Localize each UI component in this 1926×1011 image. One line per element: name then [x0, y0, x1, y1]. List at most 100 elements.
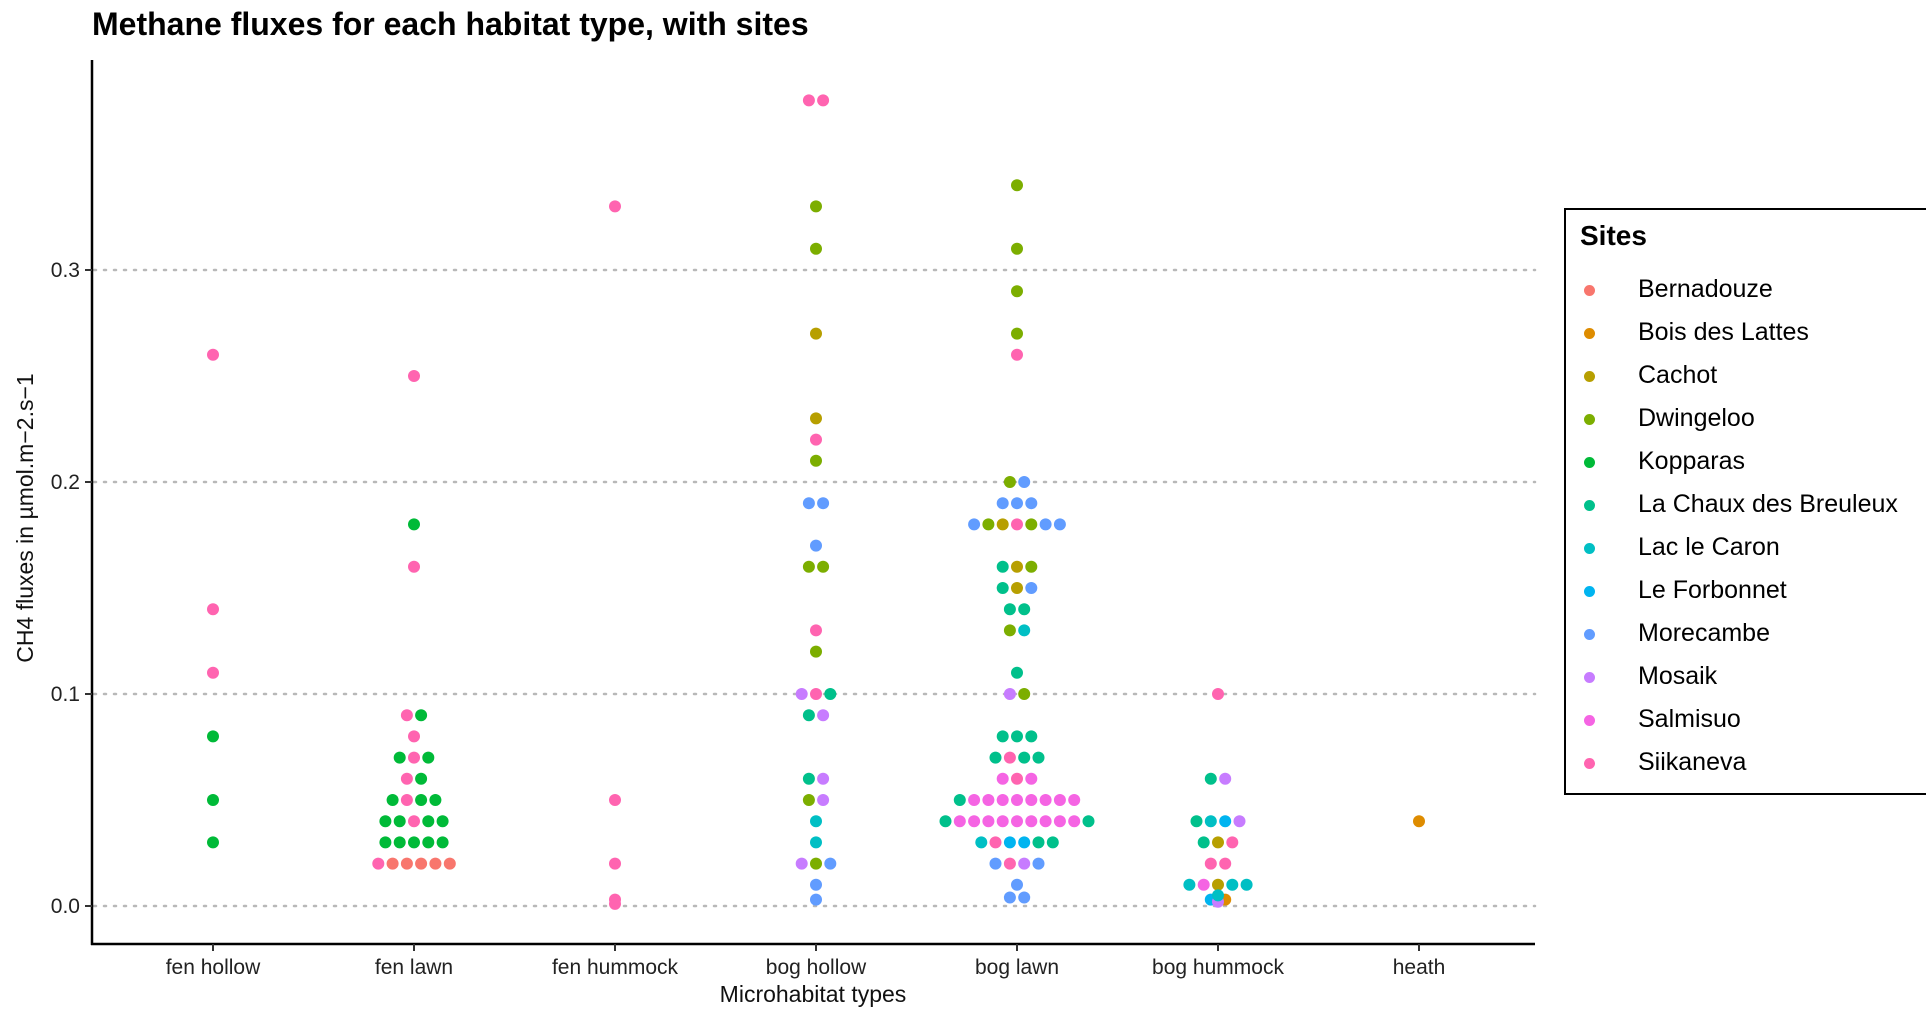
data-point-dwingeloo: [802, 794, 815, 806]
data-point-salmisuo: [968, 794, 981, 806]
legend-item-cachot: Cachot: [1566, 356, 1926, 396]
data-point-siikaneva: [372, 857, 385, 870]
data-point-salmisuo: [996, 794, 1009, 806]
data-point-siikaneva: [609, 794, 621, 806]
data-point-la-chaux-des-breuleux: [1032, 751, 1045, 764]
data-point-kopparas: [415, 709, 428, 722]
y-tick-label: 0.2: [51, 471, 80, 494]
data-point-cachot: [1212, 836, 1224, 849]
legend-item-lac-le-caron: Lac le Caron: [1566, 528, 1926, 568]
legend-swatch: [1584, 500, 1595, 511]
grid-lines: [92, 268, 1537, 908]
data-point-mosaik: [1233, 815, 1246, 828]
data-point-la-chaux-des-breuleux: [939, 815, 952, 828]
data-point-mosaik: [1003, 688, 1016, 700]
data-point-dwingeloo: [817, 560, 830, 573]
data-point-cachot: [810, 412, 822, 425]
data-point-siikaneva: [1212, 688, 1224, 700]
data-point-dwingeloo: [1011, 327, 1023, 340]
data-point-bernadouze: [443, 857, 456, 870]
data-point-dwingeloo: [1018, 688, 1031, 700]
data-point-kopparas: [207, 836, 219, 849]
legend-item-la-chaux-des-breuleux: La Chaux des Breuleux: [1566, 485, 1926, 525]
data-point-morecambe: [1018, 891, 1031, 904]
data-point-morecambe: [989, 857, 1002, 870]
data-point-la-chaux-des-breuleux: [1082, 815, 1095, 828]
legend-label: Kopparas: [1638, 447, 1746, 475]
data-point-salmisuo: [1011, 815, 1023, 828]
data-point-lac-le-caron: [1226, 878, 1239, 891]
data-point-dwingeloo: [1025, 560, 1038, 573]
legend-swatch: [1584, 457, 1595, 468]
x-tick-label-bog-hummock: bog hummock: [1152, 956, 1284, 979]
data-point-siikaneva: [207, 603, 219, 616]
data-point-kopparas: [386, 794, 399, 806]
data-point-salmisuo: [1039, 794, 1052, 806]
x-tick-label-heath: heath: [1393, 956, 1446, 979]
data-point-bernadouze: [400, 857, 413, 870]
legend-label: Dwingeloo: [1638, 404, 1755, 432]
chart-title: Methane fluxes for each habitat type, wi…: [92, 6, 809, 42]
x-tick-label-fen-hollow: fen hollow: [166, 956, 261, 979]
data-point-lac-le-caron: [1183, 878, 1196, 891]
legend-item-salmisuo: Salmisuo: [1566, 700, 1926, 740]
data-point-dwingeloo: [802, 560, 815, 573]
data-point-morecambe: [1003, 891, 1016, 904]
data-point-bernadouze: [429, 857, 442, 870]
data-point-kopparas: [415, 772, 428, 785]
legend-label: Salmisuo: [1638, 705, 1741, 733]
data-point-morecambe: [802, 497, 815, 510]
data-point-dwingeloo: [810, 857, 822, 870]
data-point-mosaik: [1018, 857, 1031, 870]
data-point-bernadouze: [415, 857, 428, 870]
legend-label: La Chaux des Breuleux: [1638, 490, 1898, 518]
x-axis-title: Microhabitat types: [720, 981, 907, 1007]
data-point-dwingeloo: [810, 454, 822, 467]
data-point-salmisuo: [982, 794, 995, 806]
data-point-morecambe: [824, 857, 837, 870]
data-point-lac-le-caron: [975, 836, 988, 849]
data-point-morecambe: [996, 497, 1009, 510]
data-point-siikaneva: [1226, 836, 1239, 849]
data-point-dwingeloo: [1003, 624, 1016, 637]
data-point-kopparas: [379, 815, 392, 828]
data-point-dwingeloo: [810, 200, 822, 213]
data-point-la-chaux-des-breuleux: [989, 751, 1002, 764]
data-point-morecambe: [810, 878, 822, 891]
data-point-morecambe: [810, 893, 822, 906]
legend-item-siikaneva: Siikaneva: [1566, 743, 1926, 783]
data-point-siikaneva: [817, 94, 830, 107]
data-point-siikaneva: [408, 560, 420, 573]
data-point-morecambe: [968, 518, 981, 531]
y-tick-label: 0.1: [51, 683, 80, 706]
data-point-lac-le-caron: [1212, 889, 1224, 902]
data-point-siikaneva: [1219, 857, 1232, 870]
legend-item-kopparas: Kopparas: [1566, 442, 1926, 482]
data-point-cachot: [1212, 878, 1224, 891]
data-point-siikaneva: [989, 836, 1002, 849]
data-point-cachot: [1011, 560, 1023, 573]
data-point-la-chaux-des-breuleux: [1018, 603, 1031, 616]
data-point-salmisuo: [1053, 794, 1066, 806]
data-point-salmisuo: [996, 815, 1009, 828]
legend-label: Cachot: [1638, 361, 1718, 389]
data-point-salmisuo: [1011, 794, 1023, 806]
data-point-kopparas: [422, 836, 435, 849]
data-point-kopparas: [379, 836, 392, 849]
legend-label: Siikaneva: [1638, 748, 1747, 776]
data-point-siikaneva: [609, 200, 621, 213]
data-point-la-chaux-des-breuleux: [996, 560, 1009, 573]
data-point-siikaneva: [408, 815, 420, 828]
data-point-siikaneva: [1011, 348, 1023, 361]
plot-area: 0.0 0.1 0.2 0.3 fen hollow fen lawn fen hummo…: [12, 60, 1537, 1007]
data-point-mosaik: [817, 709, 830, 722]
data-point-mosaik: [817, 794, 830, 806]
data-point-lac-le-caron: [810, 815, 822, 828]
data-point-la-chaux-des-breuleux: [1032, 836, 1045, 849]
data-point-siikaneva: [609, 893, 621, 906]
data-point-kopparas: [393, 815, 406, 828]
data-point-lac-le-caron: [1240, 878, 1253, 891]
data-point-salmisuo: [968, 815, 981, 828]
data-point-cachot: [810, 327, 822, 340]
data-point-siikaneva: [408, 370, 420, 382]
